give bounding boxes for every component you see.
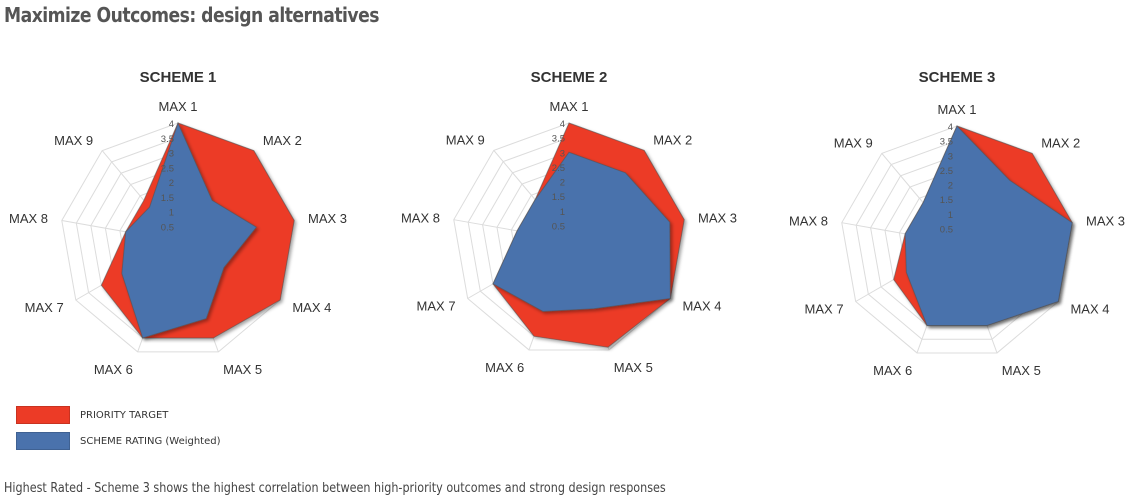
axis-tick-label: 0.5 <box>161 222 174 233</box>
axis-tick-label: 4 <box>169 119 174 130</box>
legend-label-priority: PRIORITY TARGET <box>80 409 169 421</box>
axis-tick-label: 1.5 <box>940 195 953 206</box>
category-label: MAX 1 <box>937 102 976 117</box>
category-label: MAX 4 <box>1070 302 1109 317</box>
category-label: MAX 1 <box>549 99 588 114</box>
axis-tick-label: 4 <box>948 122 953 133</box>
page-title: Maximize Outcomes: design alternatives <box>4 3 380 27</box>
axis-tick-label: 2 <box>948 181 953 192</box>
category-label: MAX 2 <box>263 133 302 148</box>
legend-item-priority-target[interactable]: PRIORITY TARGET <box>16 406 221 424</box>
axis-tick-label: 3.5 <box>552 134 565 145</box>
scheme-rating-area <box>492 151 671 312</box>
category-label: MAX 9 <box>54 133 93 148</box>
radar-charts: SCHEME 1 0.5 1 1.5 2 2.5 3 3.5 4 MAX 1 MAX 2 MAX 3 M… <box>9 69 1125 378</box>
axis-tick-label: 0.5 <box>940 224 953 235</box>
category-label: MAX 2 <box>653 133 692 148</box>
category-label: MAX 5 <box>1002 363 1041 378</box>
caption: Highest Rated - Scheme 3 shows the highe… <box>4 481 666 496</box>
axis-tick-label: 3 <box>948 151 953 162</box>
axis-tick-label: 1 <box>560 207 565 218</box>
category-label: MAX 7 <box>417 299 456 314</box>
category-label: MAX 8 <box>9 211 48 226</box>
chart-title: SCHEME 3 <box>919 69 996 86</box>
category-label: MAX 4 <box>292 300 331 315</box>
axis-tick-label: 1 <box>169 208 174 219</box>
category-label: MAX 6 <box>94 362 133 377</box>
legend-item-scheme-rating[interactable]: SCHEME RATING (Weighted) <box>16 432 221 450</box>
category-label: MAX 6 <box>873 363 912 378</box>
chart-title: SCHEME 1 <box>140 69 217 86</box>
category-label: MAX 5 <box>614 360 653 375</box>
radar-chart-3: SCHEME 3 0.5 1 1.5 2 2.5 3 3.5 4 MAX 1 MAX 2 MAX 3 M… <box>789 69 1125 378</box>
axis-tick-label: 2 <box>560 178 565 189</box>
axis-tick-label: 1.5 <box>161 193 174 204</box>
chart-title: SCHEME 2 <box>531 69 608 86</box>
category-label: MAX 3 <box>308 211 347 226</box>
legend-label-rating: SCHEME RATING (Weighted) <box>80 435 221 447</box>
axis-tick-label: 2.5 <box>161 163 174 174</box>
category-label: MAX 6 <box>485 360 524 375</box>
axis-tick-label: 3 <box>169 149 174 160</box>
category-label: MAX 8 <box>401 210 440 225</box>
category-label: MAX 9 <box>446 133 485 148</box>
axis-tick-label: 2 <box>169 178 174 189</box>
radar-chart-2: SCHEME 2 0.5 1 1.5 2 2.5 3 3.5 4 MAX 1 MAX 2 MAX 3 M… <box>401 69 737 375</box>
category-label: MAX 8 <box>789 213 828 228</box>
category-label: MAX 9 <box>834 136 873 151</box>
legend-swatch-priority <box>16 406 70 424</box>
axis-tick-label: 3 <box>560 148 565 159</box>
axis-tick-label: 1 <box>948 210 953 221</box>
category-label: MAX 3 <box>698 210 737 225</box>
category-label: MAX 4 <box>682 299 721 314</box>
chart-legend: PRIORITY TARGET SCHEME RATING (Weighted) <box>16 406 221 458</box>
legend-swatch-rating <box>16 432 70 450</box>
axis-tick-label: 0.5 <box>552 221 565 232</box>
axis-tick-label: 4 <box>560 119 565 130</box>
axis-tick-label: 2.5 <box>940 166 953 177</box>
category-label: MAX 7 <box>25 300 64 315</box>
category-label: MAX 2 <box>1041 136 1080 151</box>
axis-tick-label: 3.5 <box>161 134 174 145</box>
category-label: MAX 1 <box>158 99 197 114</box>
category-label: MAX 7 <box>805 302 844 317</box>
category-label: MAX 5 <box>223 362 262 377</box>
scheme-rating-area <box>121 121 258 339</box>
radar-chart-1: SCHEME 1 0.5 1 1.5 2 2.5 3 3.5 4 MAX 1 MAX 2 MAX 3 M… <box>9 69 347 377</box>
axis-tick-label: 3.5 <box>940 137 953 148</box>
category-label: MAX 3 <box>1086 213 1125 228</box>
axis-tick-label: 1.5 <box>552 192 565 203</box>
axis-tick-label: 2.5 <box>552 163 565 174</box>
scheme-rating-area <box>904 125 1073 326</box>
